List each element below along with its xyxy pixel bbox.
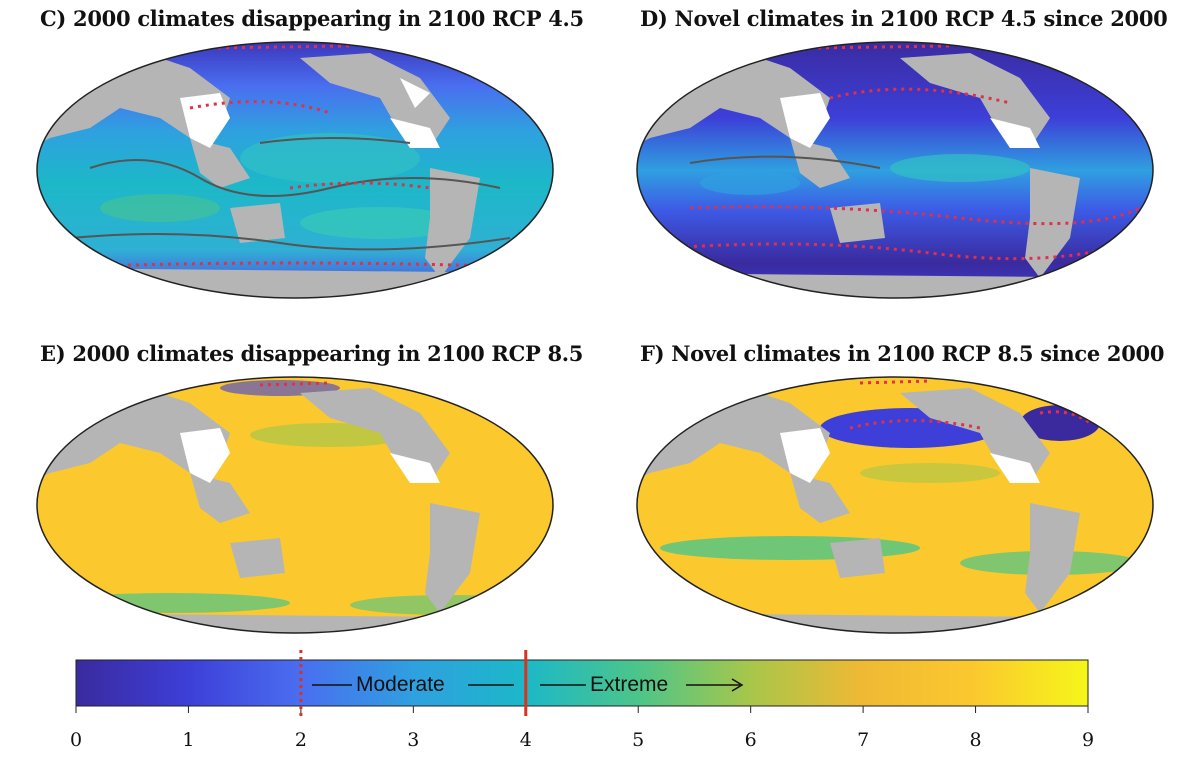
colorbar-tick-label: 4: [519, 729, 532, 751]
colorbar-tick-label: 2: [294, 729, 307, 751]
colorbar-tick-label: 0: [69, 729, 83, 751]
panel-title: F) Novel climates in 2100 RCP 8.5 since …: [640, 341, 1165, 366]
colorbar: Moderate Extreme 0 1 2 3 4 5 6 7 8 9: [0, 650, 1200, 762]
colorbar-gradient: [75, 650, 1089, 716]
colorbar-tick-label: 5: [632, 729, 645, 751]
panel-title: E) 2000 climates disappearing in 2100 RC…: [40, 341, 584, 366]
extreme-label: Extreme: [590, 673, 669, 696]
colorbar-tick-label: 6: [744, 729, 757, 751]
world-map: [636, 41, 1154, 299]
moderate-label: Moderate: [356, 673, 445, 696]
world-map: [36, 376, 554, 634]
panel-title: C) 2000 climates disappearing in 2100 RC…: [40, 6, 584, 31]
world-map: [36, 41, 554, 299]
colorbar-tick-label: 9: [1081, 729, 1095, 751]
colorbar-tick-label: 3: [407, 729, 420, 751]
panel-title: D) Novel climates in 2100 RCP 4.5 since …: [640, 6, 1168, 31]
colorbar-tick-label: 1: [182, 729, 195, 751]
colorbar-tick-label: 8: [969, 729, 982, 751]
map-panel-d: D) Novel climates in 2100 RCP 4.5 since …: [600, 0, 1190, 330]
map-panel-f: F) Novel climates in 2100 RCP 8.5 since …: [600, 335, 1190, 665]
colorbar-tick-label: 7: [857, 729, 870, 751]
map-panel-c: C) 2000 climates disappearing in 2100 RC…: [0, 0, 590, 330]
map-panel-e: E) 2000 climates disappearing in 2100 RC…: [0, 335, 590, 665]
world-map: [636, 376, 1154, 634]
